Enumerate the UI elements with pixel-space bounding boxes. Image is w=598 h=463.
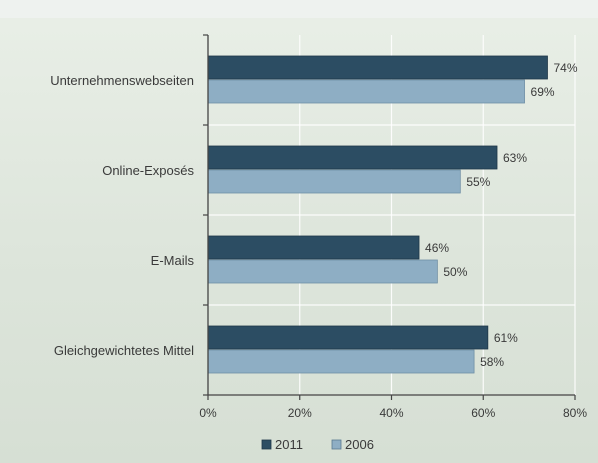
value-label-2011-0: 74% [553,61,577,75]
value-label-2011-1: 63% [503,151,527,165]
x-tick-label-80: 80% [563,406,587,420]
value-label-2006-2: 50% [443,265,467,279]
category-label-0: Unternehmenswebseiten [50,73,194,88]
bar-2011-0 [207,55,548,80]
bar-2011-2 [207,235,420,260]
value-label-2006-0: 69% [531,85,555,99]
bar-2011-1 [207,145,498,170]
x-tick-label-0: 0% [199,406,217,420]
legend: 2011 2006 [261,437,374,452]
top-strip [0,0,598,18]
x-tick-label-20: 20% [288,406,312,420]
value-label-2006-1: 55% [466,175,490,189]
x-tick-label-40: 40% [379,406,403,420]
axes: 0% 20% 40% 60% 80% [199,34,587,420]
value-label-2006-3: 58% [480,355,504,369]
bar-2006-2 [207,259,438,284]
bar-2006-3 [207,349,475,374]
bar-2011-3 [207,325,489,350]
legend-swatch-2011 [261,439,272,450]
category-label-1: Online-Exposés [102,163,194,178]
category-label-2: E-Mails [151,253,195,268]
legend-label-2006: 2006 [345,437,374,452]
value-label-2011-3: 61% [494,331,518,345]
bar-2006-1 [207,169,461,194]
bar-2006-0 [207,79,525,104]
legend-swatch-2006 [331,439,342,450]
bars [207,55,548,374]
x-tick-label-60: 60% [471,406,495,420]
category-label-3: Gleichgewichtetes Mittel [54,343,194,358]
legend-label-2011: 2011 [275,437,303,452]
labels: 74% 69% Unternehmenswebseiten 63% 55% Online-… [50,61,578,369]
value-label-2011-2: 46% [425,241,449,255]
